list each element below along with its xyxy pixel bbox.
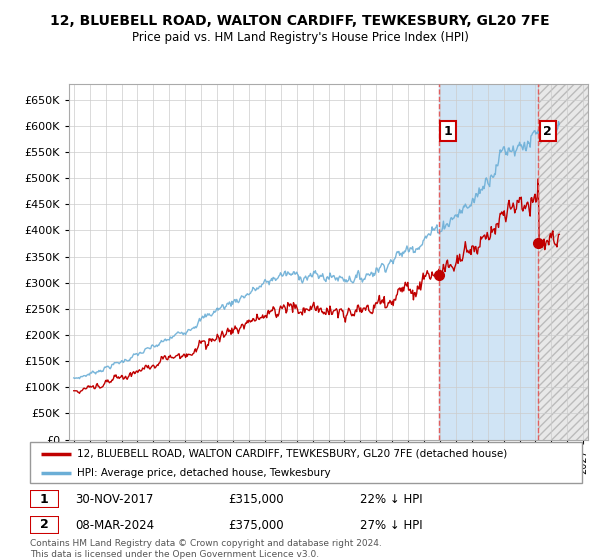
Bar bbox=[538, 84, 600, 440]
Text: 2: 2 bbox=[40, 519, 49, 531]
Text: HPI: Average price, detached house, Tewkesbury: HPI: Average price, detached house, Tewk… bbox=[77, 468, 331, 478]
Text: 27% ↓ HPI: 27% ↓ HPI bbox=[360, 519, 422, 532]
FancyBboxPatch shape bbox=[30, 516, 59, 534]
Text: 12, BLUEBELL ROAD, WALTON CARDIFF, TEWKESBURY, GL20 7FE (detached house): 12, BLUEBELL ROAD, WALTON CARDIFF, TEWKE… bbox=[77, 449, 507, 459]
Text: £375,000: £375,000 bbox=[228, 519, 284, 532]
Text: 1: 1 bbox=[443, 124, 452, 138]
FancyBboxPatch shape bbox=[30, 490, 59, 508]
FancyBboxPatch shape bbox=[30, 442, 582, 483]
Bar bbox=[439, 84, 538, 440]
Text: 22% ↓ HPI: 22% ↓ HPI bbox=[360, 493, 422, 506]
Bar bbox=[538, 84, 600, 440]
Text: 30-NOV-2017: 30-NOV-2017 bbox=[75, 493, 154, 506]
Text: 1: 1 bbox=[40, 493, 49, 506]
Text: Price paid vs. HM Land Registry's House Price Index (HPI): Price paid vs. HM Land Registry's House … bbox=[131, 31, 469, 44]
Text: Contains HM Land Registry data © Crown copyright and database right 2024.
This d: Contains HM Land Registry data © Crown c… bbox=[30, 539, 382, 559]
Text: £315,000: £315,000 bbox=[228, 493, 284, 506]
Text: 12, BLUEBELL ROAD, WALTON CARDIFF, TEWKESBURY, GL20 7FE: 12, BLUEBELL ROAD, WALTON CARDIFF, TEWKE… bbox=[50, 14, 550, 28]
Text: 2: 2 bbox=[543, 124, 552, 138]
Text: 08-MAR-2024: 08-MAR-2024 bbox=[75, 519, 154, 532]
